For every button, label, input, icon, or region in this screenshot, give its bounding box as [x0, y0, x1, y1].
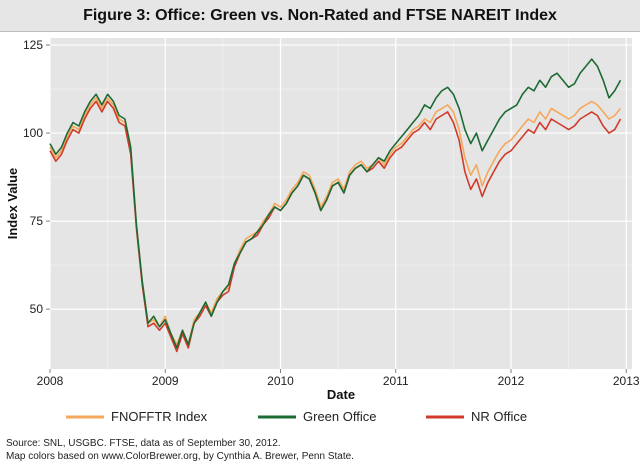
y-tick-label: 100 — [23, 126, 43, 140]
series-layer — [49, 58, 622, 353]
y-axis-label: Index Value — [5, 168, 20, 240]
title-bar: Figure 3: Office: Green vs. Non-Rated an… — [0, 0, 640, 32]
y-tick-label: 50 — [30, 302, 44, 316]
credit-line: Map colors based on www.ColorBrewer.org,… — [6, 451, 354, 462]
x-tick-label: 2010 — [267, 374, 294, 388]
x-axis-label: Date — [327, 387, 355, 402]
y-tick-label: 75 — [30, 214, 44, 228]
y-tick-label: 125 — [23, 38, 43, 52]
x-tick-label: 2012 — [498, 374, 525, 388]
x-tick-label: 2009 — [152, 374, 179, 388]
legend: FNOFFTR Index Green Office NR Office — [66, 409, 527, 424]
grid-layer — [49, 38, 632, 369]
legend-label-nr-office: NR Office — [471, 409, 527, 424]
source-line: Source: SNL, USGBC. FTSE, data as of Sep… — [6, 438, 281, 449]
legend-label-fnofftr: FNOFFTR Index — [111, 409, 208, 424]
x-tick-label: 2013 — [613, 374, 640, 388]
x-tick-label: 2008 — [37, 374, 64, 388]
source-note: Source: SNL, USGBC. FTSE, data as of Sep… — [6, 437, 354, 463]
chart-title: Figure 3: Office: Green vs. Non-Rated an… — [83, 6, 557, 24]
legend-label-green-office: Green Office — [303, 409, 376, 424]
x-tick-label: 2011 — [383, 374, 409, 388]
plot-panel — [50, 38, 632, 369]
axis-layer: 2008 2009 2010 2011 2012 2013 50 75 100 125 — [23, 38, 640, 388]
series-line-green-office — [49, 58, 622, 349]
